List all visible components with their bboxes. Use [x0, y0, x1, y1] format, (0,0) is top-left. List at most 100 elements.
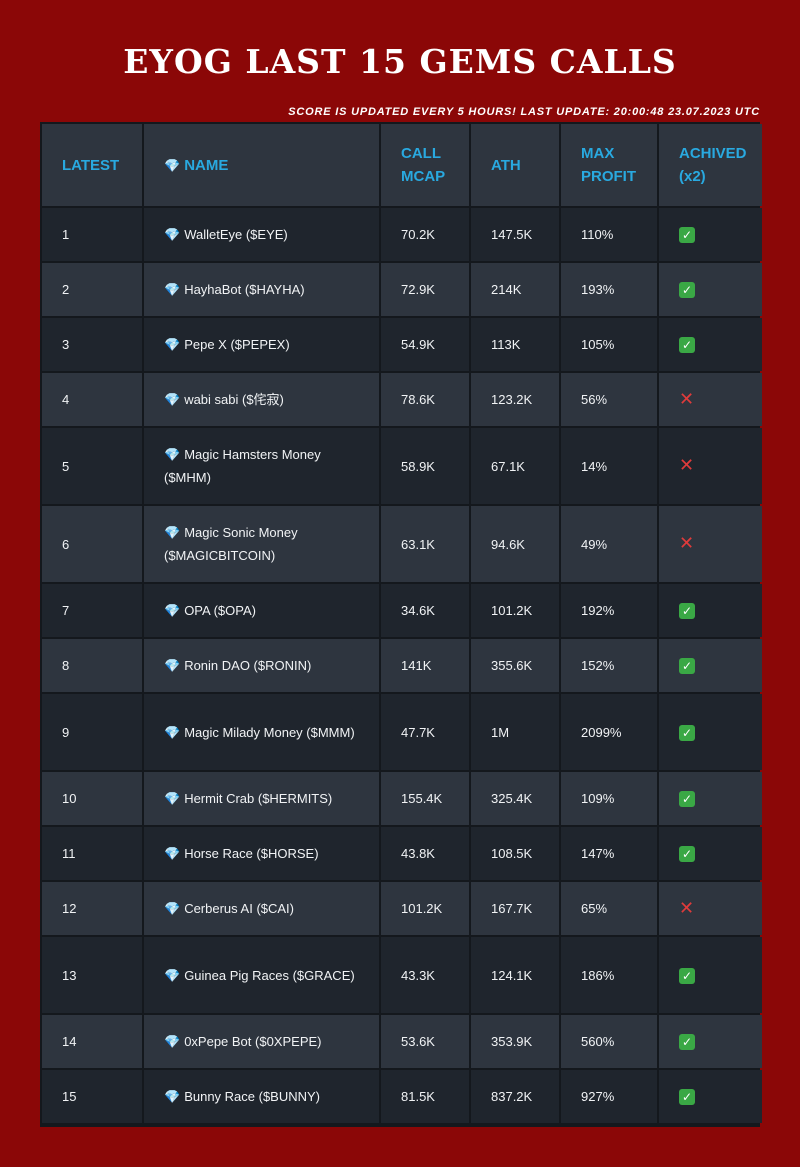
gem-icon: 💎 — [164, 603, 181, 618]
cell-call-mcap: 78.6K — [381, 373, 469, 426]
cell-achived: ✓ — [659, 937, 762, 1013]
cell-max-profit: 2099% — [561, 694, 657, 770]
column-header-achived: ACHIVED (x2) — [659, 124, 762, 206]
cell-call-mcap: 70.2K — [381, 208, 469, 261]
cell-achived: ✓ — [659, 584, 762, 637]
cell-latest: 4 — [42, 373, 142, 426]
check-mark-icon: ✓ — [679, 227, 695, 243]
cell-name: 💎 Guinea Pig Races ($GRACE) — [144, 937, 379, 1013]
token-name: Cerberus AI ($CAI) — [184, 901, 295, 916]
cell-latest: 5 — [42, 428, 142, 504]
cell-latest: 3 — [42, 318, 142, 371]
gem-icon: 💎 — [164, 791, 181, 806]
cell-name: 💎 Magic Sonic Money ($MAGICBITCOIN) — [144, 506, 379, 582]
token-name: Magic Sonic Money ($MAGICBITCOIN) — [164, 525, 298, 563]
check-mark-icon: ✓ — [679, 282, 695, 298]
cell-call-mcap: 58.9K — [381, 428, 469, 504]
token-name: Horse Race ($HORSE) — [184, 846, 319, 861]
column-header-call-mcap: CALL MCAP — [381, 124, 469, 206]
cell-call-mcap: 155.4K — [381, 772, 469, 825]
table-row: 2 💎 HayhaBot ($HAYHA) 72.9K 214K 193% ✓ — [42, 263, 762, 316]
gem-icon: 💎 — [164, 1034, 181, 1049]
cell-call-mcap: 72.9K — [381, 263, 469, 316]
gem-icon: 💎 — [164, 392, 181, 407]
cell-name: 💎 OPA ($OPA) — [144, 584, 379, 637]
table-row: 8 💎 Ronin DAO ($RONIN) 141K 355.6K 152% ✓ — [42, 639, 762, 692]
cell-call-mcap: 47.7K — [381, 694, 469, 770]
cell-latest: 1 — [42, 208, 142, 261]
cell-ath: 325.4K — [471, 772, 559, 825]
table-row: 4 💎 wabi sabi ($侘寂) 78.6K 123.2K 56% ✕ — [42, 373, 762, 426]
table-row: 14 💎 0xPepe Bot ($0XPEPE) 53.6K 353.9K 560% ✓ — [42, 1015, 762, 1068]
cell-max-profit: 560% — [561, 1015, 657, 1068]
gem-icon: 💎 — [164, 967, 181, 983]
token-name: Pepe X ($PEPEX) — [184, 337, 290, 352]
column-header-name: 💎 NAME — [144, 124, 379, 206]
cell-latest: 13 — [42, 937, 142, 1013]
cell-achived: ✕ — [659, 373, 762, 426]
cell-name: 💎 0xPepe Bot ($0XPEPE) — [144, 1015, 379, 1068]
check-mark-icon: ✓ — [679, 603, 695, 619]
gem-icon: 💎 — [164, 901, 181, 916]
cell-name: 💎 Cerberus AI ($CAI) — [144, 882, 379, 935]
cell-max-profit: 49% — [561, 506, 657, 582]
cell-name: 💎 Pepe X ($PEPEX) — [144, 318, 379, 371]
cell-ath: 353.9K — [471, 1015, 559, 1068]
gem-icon: 💎 — [164, 724, 181, 740]
cell-ath: 355.6K — [471, 639, 559, 692]
cell-achived: ✓ — [659, 1070, 762, 1123]
cell-latest: 7 — [42, 584, 142, 637]
cell-max-profit: 186% — [561, 937, 657, 1013]
cell-call-mcap: 54.9K — [381, 318, 469, 371]
cell-latest: 15 — [42, 1070, 142, 1123]
cell-achived: ✕ — [659, 506, 762, 582]
cell-achived: ✓ — [659, 694, 762, 770]
table-row: 11 💎 Horse Race ($HORSE) 43.8K 108.5K 147% ✓ — [42, 827, 762, 880]
column-header-ath: ATH — [471, 124, 559, 206]
table-row: 13 💎 Guinea Pig Races ($GRACE) 43.3K 124.1K 1… — [42, 937, 762, 1013]
cell-ath: 214K — [471, 263, 559, 316]
cell-call-mcap: 101.2K — [381, 882, 469, 935]
column-header-latest: LATEST — [42, 124, 142, 206]
cell-max-profit: 193% — [561, 263, 657, 316]
gems-table: LATEST 💎 NAME CALL MCAP ATH MAX PROFIT AC… — [40, 122, 764, 1125]
column-header-max-profit: MAX PROFIT — [561, 124, 657, 206]
check-mark-icon: ✓ — [679, 337, 695, 353]
cell-achived: ✓ — [659, 208, 762, 261]
cell-name: 💎 Ronin DAO ($RONIN) — [144, 639, 379, 692]
cell-achived: ✕ — [659, 882, 762, 935]
cross-mark-icon: ✕ — [679, 533, 695, 553]
cell-latest: 2 — [42, 263, 142, 316]
table-row: 1 💎 WalletEye ($EYE) 70.2K 147.5K 110% ✓ — [42, 208, 762, 261]
gem-icon: 💎 — [164, 658, 181, 673]
cell-ath: 837.2K — [471, 1070, 559, 1123]
table-header-row: LATEST 💎 NAME CALL MCAP ATH MAX PROFIT AC… — [42, 124, 762, 206]
table-row: 9 💎 Magic Milady Money ($MMM) 47.7K 1M 2099% ✓ — [42, 694, 762, 770]
cell-achived: ✓ — [659, 639, 762, 692]
cell-call-mcap: 81.5K — [381, 1070, 469, 1123]
cell-ath: 123.2K — [471, 373, 559, 426]
column-header-achived-sub: (x2) — [679, 168, 706, 185]
cell-achived: ✕ — [659, 428, 762, 504]
update-note: SCORE IS UPDATED EVERY 5 HOURS! LAST UPD… — [288, 106, 760, 118]
cell-name: 💎 WalletEye ($EYE) — [144, 208, 379, 261]
cross-mark-icon: ✕ — [679, 388, 695, 409]
cell-ath: 1M — [471, 694, 559, 770]
cell-ath: 124.1K — [471, 937, 559, 1013]
token-name: Ronin DAO ($RONIN) — [184, 658, 312, 673]
table-row: 12 💎 Cerberus AI ($CAI) 101.2K 167.7K 65% ✕ — [42, 882, 762, 935]
token-name: wabi sabi ($侘寂) — [184, 392, 284, 407]
cell-max-profit: 65% — [561, 882, 657, 935]
cell-latest: 8 — [42, 639, 142, 692]
gem-icon: 💎 — [164, 447, 181, 462]
gem-icon: 💎 — [164, 227, 181, 242]
cell-achived: ✓ — [659, 772, 762, 825]
token-name: Magic Hamsters Money ($MHM) — [164, 447, 321, 485]
cell-max-profit: 56% — [561, 373, 657, 426]
table-row: 7 💎 OPA ($OPA) 34.6K 101.2K 192% ✓ — [42, 584, 762, 637]
cell-max-profit: 109% — [561, 772, 657, 825]
cell-name: 💎 HayhaBot ($HAYHA) — [144, 263, 379, 316]
cell-call-mcap: 53.6K — [381, 1015, 469, 1068]
gem-icon: 💎 — [164, 337, 181, 352]
check-mark-icon: ✓ — [679, 724, 695, 741]
